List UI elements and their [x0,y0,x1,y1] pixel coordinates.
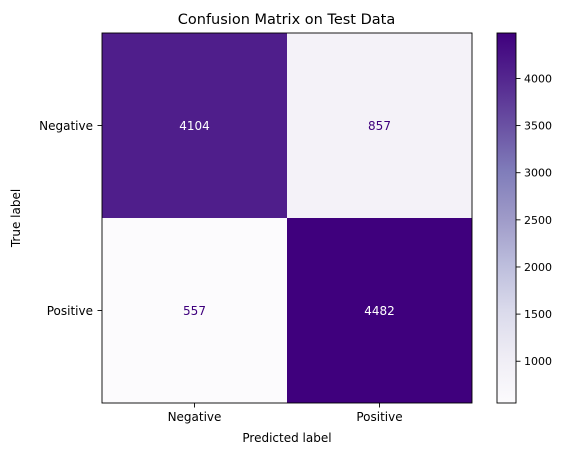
matrix-frame [101,32,473,404]
colorbar-tick-label: 4000 [524,72,552,85]
cell-value-label: 557 [183,304,206,318]
cell-value-label: 857 [368,119,391,133]
x-tick-label: Positive [356,410,402,424]
matrix-cell [287,33,472,218]
matrix-cell [287,218,472,403]
colorbar-tick-label: 2500 [524,214,552,227]
colorbar [496,32,517,404]
colorbar-ticks: 1000 1500 2000 2500 3000 3500 4000 [516,72,552,368]
x-axis-ticks: Negative Positive [168,403,403,424]
colorbar-tick-label: 1000 [524,355,552,368]
colorbar-tick-label: 3000 [524,167,552,180]
matrix-cell [102,218,287,403]
matrix-cells: 4104 857 557 4482 [102,33,472,403]
colorbar-tick-label: 3500 [524,120,552,133]
y-axis-label: True label [9,189,23,248]
cell-value-label: 4104 [179,119,210,133]
colorbar-tick-label: 2000 [524,261,552,274]
matrix-cell [102,33,287,218]
colorbar-tick-label: 1500 [524,308,552,321]
y-axis-ticks: Negative Positive [39,119,102,318]
chart-title: Confusion Matrix on Test Data [178,12,395,28]
y-tick-label: Positive [47,304,93,318]
y-tick-label: Negative [39,119,93,133]
cell-value-label: 4482 [364,304,395,318]
x-axis-label: Predicted label [242,431,331,445]
x-tick-label: Negative [168,410,222,424]
